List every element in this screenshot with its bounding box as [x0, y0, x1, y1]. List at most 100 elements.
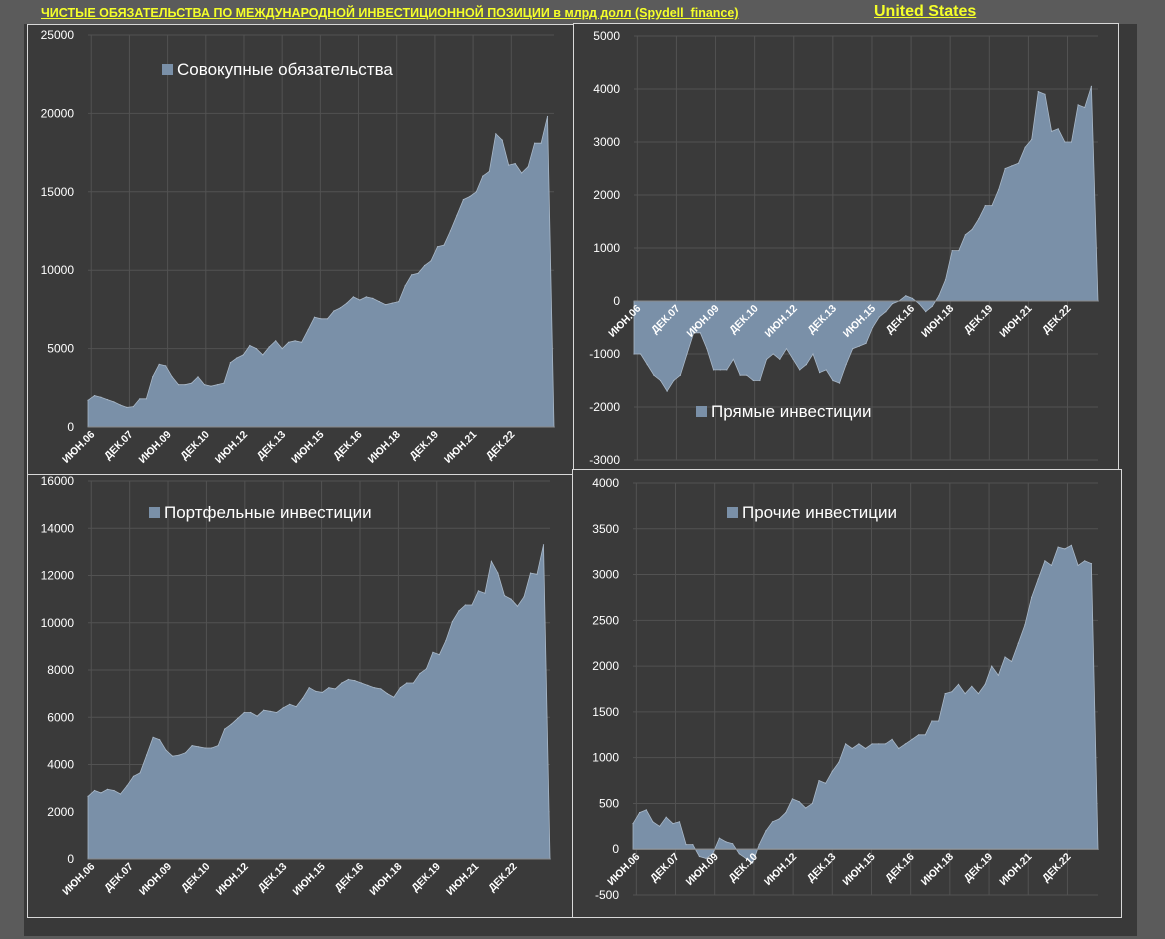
- data-point: [406, 682, 408, 684]
- data-point: [997, 674, 999, 676]
- data-point: [236, 357, 238, 359]
- data-point: [269, 710, 271, 712]
- data-point: [964, 693, 966, 695]
- data-point: [765, 830, 767, 832]
- data-point: [425, 668, 427, 670]
- data-point: [308, 687, 310, 689]
- x-tick-label: ИЮН.06: [605, 851, 642, 888]
- data-point: [831, 770, 833, 772]
- data-point: [438, 654, 440, 656]
- data-point: [1017, 642, 1019, 644]
- x-tick-label: ДЕК.07: [102, 861, 136, 895]
- data-point: [458, 610, 460, 612]
- data-point: [745, 857, 747, 859]
- x-tick-label: ИЮН.21: [444, 861, 481, 898]
- data-point: [678, 821, 681, 823]
- data-point: [1057, 546, 1059, 548]
- y-tick-label: 2000: [592, 659, 619, 673]
- y-tick-label: 10000: [41, 263, 75, 277]
- data-point: [785, 348, 788, 350]
- data-point: [699, 332, 701, 334]
- data-point: [326, 318, 329, 320]
- y-tick-label: 1000: [593, 241, 620, 255]
- data-point: [672, 823, 674, 825]
- data-point: [393, 696, 395, 698]
- data-point: [1004, 656, 1006, 658]
- data-point: [334, 688, 336, 690]
- data-point: [469, 195, 471, 198]
- data-point: [891, 303, 894, 305]
- x-tick-label: ИЮН.18: [366, 429, 403, 466]
- x-tick-label: ИЮН.12: [762, 851, 799, 888]
- data-point: [659, 825, 661, 827]
- data-point: [184, 384, 186, 386]
- data-point: [171, 376, 173, 378]
- data-point: [398, 301, 400, 303]
- y-tick-label: 0: [67, 420, 74, 434]
- data-point: [216, 384, 218, 386]
- y-tick-label: -500: [595, 888, 619, 902]
- data-point: [185, 752, 187, 754]
- data-point: [998, 189, 1000, 191]
- data-point: [126, 406, 128, 408]
- data-point: [198, 746, 200, 748]
- legend-label: Прочие инвестиции: [742, 503, 897, 522]
- data-point: [412, 682, 414, 684]
- x-tick-label: ДЕК.22: [484, 429, 518, 463]
- data-point: [256, 715, 258, 717]
- data-point: [243, 711, 245, 714]
- data-point: [527, 166, 529, 168]
- data-point: [417, 272, 419, 274]
- data-point: [378, 301, 380, 303]
- data-point: [818, 780, 820, 782]
- data-point: [1077, 564, 1079, 566]
- data-point: [372, 297, 374, 299]
- data-point: [352, 296, 354, 298]
- data-point: [819, 372, 821, 374]
- data-point: [652, 821, 654, 823]
- data-point: [276, 711, 278, 714]
- data-point: [951, 691, 953, 693]
- data-point: [139, 398, 141, 400]
- data-point: [951, 250, 953, 252]
- data-point: [825, 369, 827, 371]
- x-tick-label: ИЮН.09: [137, 429, 174, 466]
- data-point: [346, 302, 348, 304]
- x-tick-label: ДЕК.22: [1040, 851, 1074, 885]
- data-point: [1057, 128, 1059, 130]
- data-point: [159, 739, 161, 741]
- data-point: [178, 754, 180, 756]
- data-point: [871, 743, 873, 745]
- data-point: [938, 295, 940, 297]
- data-point: [1044, 93, 1046, 95]
- data-point: [540, 142, 542, 144]
- data-point: [391, 302, 393, 304]
- data-point: [436, 246, 439, 248]
- x-tick-label: ИЮН.18: [367, 861, 404, 898]
- data-point: [113, 401, 115, 403]
- data-point: [204, 747, 206, 749]
- y-tick-label: -2000: [589, 400, 620, 414]
- x-tick-label: ДЕК.13: [255, 429, 289, 463]
- data-point: [354, 680, 356, 682]
- data-point: [832, 379, 834, 382]
- data-point: [93, 789, 96, 792]
- data-point: [307, 329, 309, 331]
- data-point: [1084, 560, 1086, 562]
- x-tick-label: ДЕК.19: [407, 429, 441, 463]
- legend-label: Совокупные обязательства: [177, 60, 393, 79]
- header-title: ЧИСТЫЕ ОБЯЗАТЕЛЬСТВА ПО МЕЖДУНАРОДНОЙ ИН…: [41, 6, 739, 20]
- data-point: [145, 398, 147, 400]
- data-point: [746, 374, 748, 376]
- data-point: [294, 340, 296, 342]
- data-point: [445, 639, 447, 642]
- data-point: [686, 353, 688, 355]
- x-tick-label: ДЕК.10: [179, 861, 213, 895]
- data-point: [268, 346, 270, 348]
- chart-direct: -3000 -2000 -1000 0 1000 2000 3000 4000 5000 ИЮН.…: [589, 29, 1099, 467]
- x-tick-label: ИЮН.06: [60, 861, 97, 898]
- data-point: [712, 853, 714, 855]
- data-point: [275, 340, 277, 342]
- data-point: [640, 353, 642, 355]
